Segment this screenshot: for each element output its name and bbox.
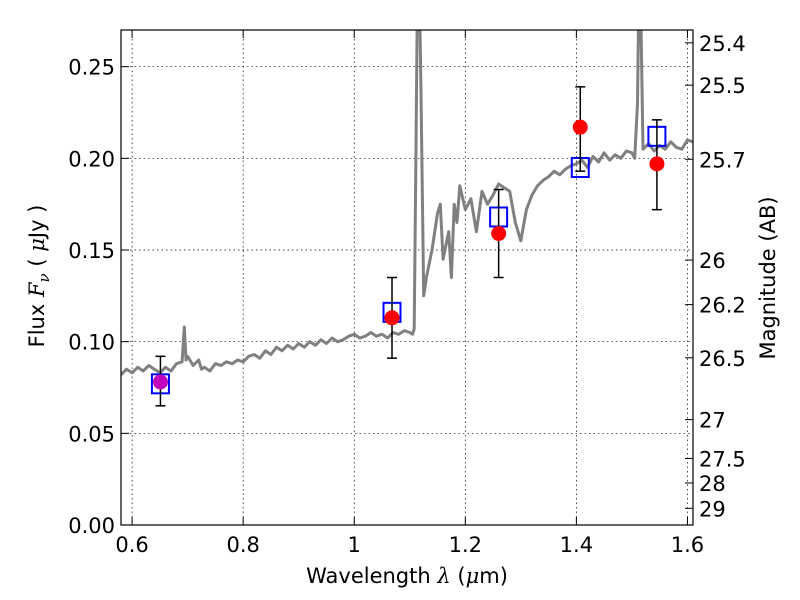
y-tick-label: 0.20: [68, 147, 115, 171]
y-tick-label: 0.25: [68, 56, 115, 80]
y2-tick-label: 27.5: [699, 447, 746, 471]
y2-tick-label: 27: [699, 409, 726, 433]
x-tick-label: 0.6: [115, 533, 148, 557]
series: [121, 30, 693, 407]
ticks: 0.6 0.8 1 1.2 1.4 1.6 0.00 0.05 0.10 0.15 0.20 0.25…: [68, 30, 746, 557]
x-tick-label: 0.8: [226, 533, 259, 557]
x-axis-title: Wavelength λ (μm): [306, 564, 508, 588]
y2-tick-label: 26.5: [699, 347, 746, 371]
y-tick-label: 0.10: [68, 331, 115, 355]
y2-axis-title: Magnitude (AB): [756, 196, 780, 359]
y2-tick-label: 29: [699, 497, 726, 521]
x-tick-label: 1.6: [671, 533, 704, 557]
observed-photometry-point: [649, 156, 665, 172]
x-tick-label: 1.4: [560, 533, 593, 557]
plot-area: [121, 30, 693, 525]
x-tick-label: 1.2: [449, 533, 482, 557]
x-tick-label: 1: [348, 533, 361, 557]
y-tick-label: 0.15: [68, 239, 115, 263]
y2-tick-label: 25.5: [699, 74, 746, 98]
y2-tick-label: 26.2: [699, 294, 746, 318]
y-axis-title: Flux Fν ( μJy ): [25, 205, 53, 348]
y2-tick-label: 28: [699, 472, 726, 496]
observed-photometry-point: [491, 226, 507, 241]
observed-photometry-point: [152, 374, 168, 390]
plot-frame: [120, 29, 694, 526]
observed-photometry-point: [384, 310, 400, 326]
observed-photometry-point: [572, 119, 588, 135]
y-tick-label: 0.05: [68, 422, 115, 446]
y-tick-label: 0.00: [68, 514, 115, 538]
sed-model-line: [121, 30, 693, 376]
y2-tick-label: 25.4: [699, 32, 746, 56]
y2-tick-label: 26: [699, 249, 726, 273]
y2-tick-label: 25.7: [699, 148, 746, 172]
